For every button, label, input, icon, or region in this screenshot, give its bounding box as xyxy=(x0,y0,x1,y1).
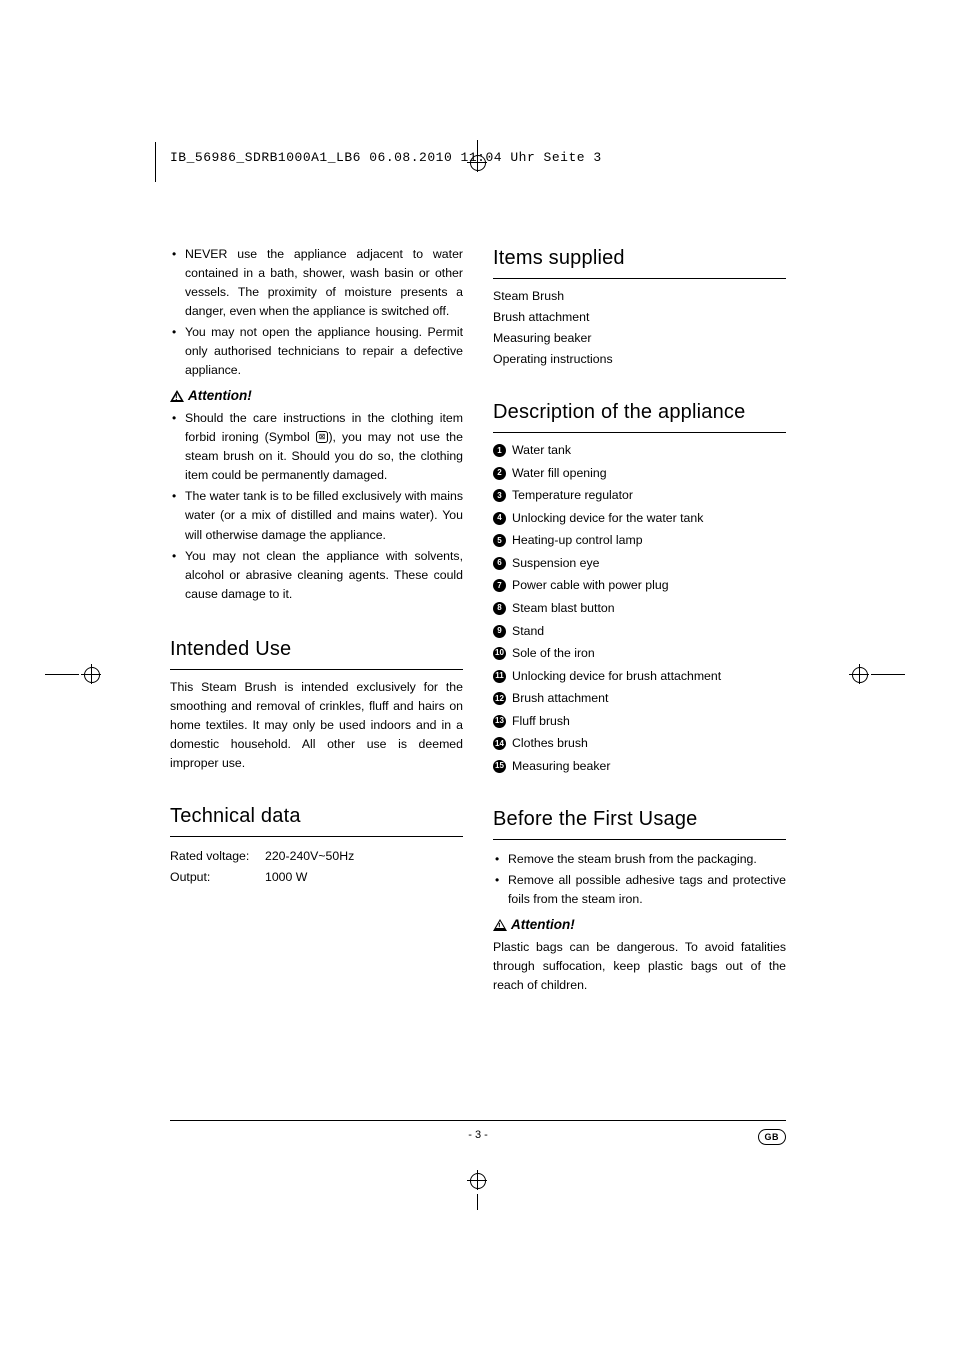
number-circle-icon: 12 xyxy=(493,692,506,705)
list-item: The water tank is to be filled exclusive… xyxy=(170,487,463,544)
right-column: Items supplied Steam Brush Brush attachm… xyxy=(493,245,786,1023)
description-item: 1 Water tank xyxy=(493,441,786,460)
description-item: 13 Fluff brush xyxy=(493,712,786,731)
page-footer: - 3 - GB xyxy=(170,1120,786,1141)
description-item: 7 Power cable with power plug xyxy=(493,576,786,595)
voltage-value: 220-240V~50Hz xyxy=(265,847,354,866)
description-heading: Description of the appliance xyxy=(493,397,786,433)
content-area: NEVER use the appliance adjacent to wate… xyxy=(170,245,786,1023)
items-supplied-heading: Items supplied xyxy=(493,243,786,279)
number-circle-icon: 3 xyxy=(493,489,506,502)
output-label: Output: xyxy=(170,868,265,887)
description-item-label: Temperature regulator xyxy=(512,486,633,505)
description-item: 5 Heating-up control lamp xyxy=(493,531,786,550)
list-item: Remove all possible adhesive tags and pr… xyxy=(493,871,786,909)
page-number: - 3 - xyxy=(468,1129,488,1141)
crop-mark-left xyxy=(45,660,105,690)
output-value: 1000 W xyxy=(265,868,307,887)
list-item: Remove the steam brush from the packagin… xyxy=(493,850,786,869)
supplied-item: Operating instructions xyxy=(493,350,786,369)
number-circle-icon: 9 xyxy=(493,625,506,638)
number-circle-icon: 8 xyxy=(493,602,506,615)
supplied-item: Measuring beaker xyxy=(493,329,786,348)
language-badge: GB xyxy=(758,1129,787,1145)
description-item: 6 Suspension eye xyxy=(493,554,786,573)
print-header: IB_56986_SDRB1000A1_LB6 06.08.2010 11:04… xyxy=(170,150,602,165)
warning-triangle-icon: ! xyxy=(493,919,507,931)
description-item-label: Water fill opening xyxy=(512,464,607,483)
description-item: 12 Brush attachment xyxy=(493,689,786,708)
number-circle-icon: 15 xyxy=(493,760,506,773)
intended-use-text: This Steam Brush is intended exclusively… xyxy=(170,678,463,773)
crop-rule-vertical xyxy=(155,142,156,182)
before-usage-list: Remove the steam brush from the packagin… xyxy=(493,850,786,909)
number-circle-icon: 11 xyxy=(493,670,506,683)
no-iron-symbol-icon: ⊠ xyxy=(316,431,329,443)
number-circle-icon: 7 xyxy=(493,579,506,592)
description-item-label: Stand xyxy=(512,622,544,641)
description-item: 10 Sole of the iron xyxy=(493,644,786,663)
number-circle-icon: 4 xyxy=(493,512,506,525)
description-item-label: Water tank xyxy=(512,441,571,460)
attention-label: Attention! xyxy=(511,915,575,936)
supplied-item: Brush attachment xyxy=(493,308,786,327)
safety-warnings: NEVER use the appliance adjacent to wate… xyxy=(170,245,463,380)
technical-data-heading: Technical data xyxy=(170,801,463,837)
description-item-label: Clothes brush xyxy=(512,734,588,753)
description-item: 9 Stand xyxy=(493,622,786,641)
description-item-label: Unlocking device for brush attachment xyxy=(512,667,721,686)
list-item: NEVER use the appliance adjacent to wate… xyxy=(170,245,463,321)
description-item-label: Sole of the iron xyxy=(512,644,595,663)
warning-triangle-icon: ! xyxy=(170,390,184,402)
description-item-label: Fluff brush xyxy=(512,712,570,731)
description-item-label: Unlocking device for the water tank xyxy=(512,509,703,528)
list-item: You may not open the appliance housing. … xyxy=(170,323,463,380)
description-item: 2 Water fill opening xyxy=(493,464,786,483)
description-item: 14 Clothes brush xyxy=(493,734,786,753)
attention-label: Attention! xyxy=(188,386,252,407)
list-item: Should the care instructions in the clot… xyxy=(170,409,463,485)
voltage-label: Rated voltage: xyxy=(170,847,265,866)
list-item: You may not clean the appliance with sol… xyxy=(170,547,463,604)
attention-list: Should the care instructions in the clot… xyxy=(170,409,463,603)
tech-row: Rated voltage: 220-240V~50Hz xyxy=(170,847,463,866)
description-item-label: Suspension eye xyxy=(512,554,600,573)
number-circle-icon: 6 xyxy=(493,557,506,570)
before-first-usage-heading: Before the First Usage xyxy=(493,804,786,840)
crop-mark-right xyxy=(845,660,905,690)
crop-mark-bottom xyxy=(467,1170,487,1210)
number-circle-icon: 10 xyxy=(493,647,506,660)
number-circle-icon: 5 xyxy=(493,534,506,547)
description-item-label: Measuring beaker xyxy=(512,757,610,776)
number-circle-icon: 13 xyxy=(493,715,506,728)
description-item-label: Brush attachment xyxy=(512,689,608,708)
left-column: NEVER use the appliance adjacent to wate… xyxy=(170,245,463,1023)
description-item-label: Heating-up control lamp xyxy=(512,531,643,550)
description-list: 1 Water tank 2 Water fill opening 3 Temperatu… xyxy=(493,441,786,776)
attention-heading: ! Attention! xyxy=(170,386,463,407)
description-item-label: Power cable with power plug xyxy=(512,576,669,595)
number-circle-icon: 14 xyxy=(493,737,506,750)
description-item: 3 Temperature regulator xyxy=(493,486,786,505)
number-circle-icon: 2 xyxy=(493,467,506,480)
attention-text: Plastic bags can be dangerous. To avoid … xyxy=(493,938,786,995)
items-supplied-list: Steam Brush Brush attachment Measuring b… xyxy=(493,287,786,369)
attention-heading: ! Attention! xyxy=(493,915,786,936)
supplied-item: Steam Brush xyxy=(493,287,786,306)
tech-row: Output: 1000 W xyxy=(170,868,463,887)
crop-mark-top xyxy=(467,140,487,180)
description-item: 4 Unlocking device for the water tank xyxy=(493,509,786,528)
number-circle-icon: 1 xyxy=(493,444,506,457)
description-item: 8 Steam blast button xyxy=(493,599,786,618)
description-item-label: Steam blast button xyxy=(512,599,615,618)
intended-use-heading: Intended Use xyxy=(170,634,463,670)
description-item: 11 Unlocking device for brush attachment xyxy=(493,667,786,686)
description-item: 15 Measuring beaker xyxy=(493,757,786,776)
